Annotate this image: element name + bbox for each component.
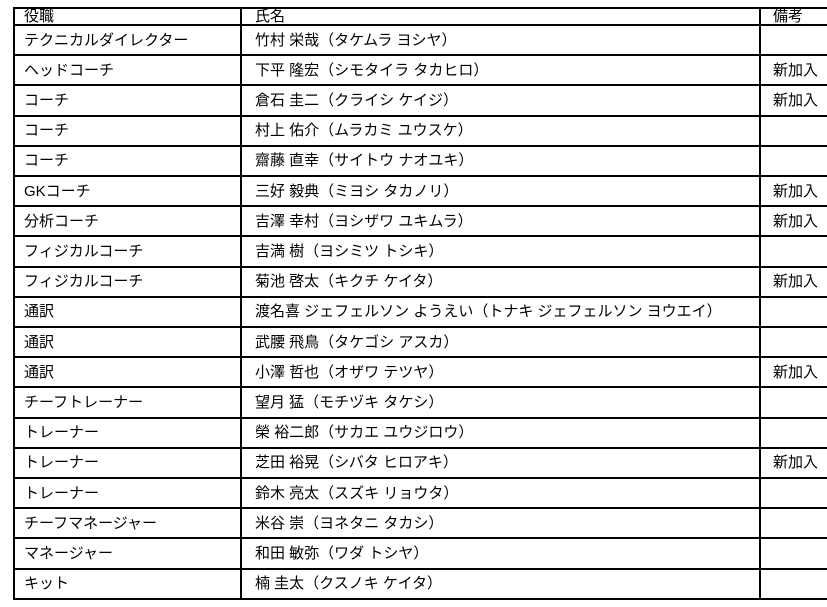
role-cell: マネージャー <box>13 537 242 570</box>
name-cell: 望月 猛（モチヅキ タケシ） <box>240 386 761 419</box>
note-cell <box>759 416 827 449</box>
note-cell <box>759 23 827 57</box>
name-cell: 菊池 啓太（キクチ ケイタ） <box>240 265 761 298</box>
note-cell <box>759 386 827 419</box>
note-cell: 新加入 <box>759 356 827 389</box>
table-row: テクニカルダイレクター 竹村 栄哉（タケムラ ヨシヤ） <box>13 23 827 57</box>
note-cell <box>759 144 827 178</box>
note-cell <box>759 235 827 268</box>
header-row: 役職 氏名 備考 <box>13 7 827 26</box>
name-cell: 楠 圭太（クスノキ ケイタ） <box>240 567 761 601</box>
role-cell: チーフトレーナー <box>13 386 242 419</box>
name-cell: 鈴木 亮太（スズキ リョウタ） <box>240 477 761 510</box>
note-cell: 新加入 <box>759 205 827 238</box>
table-row: ヘッドコーチ 下平 隆宏（シモタイラ タカヒロ） 新加入 <box>13 54 827 87</box>
table-row: コーチ 齋藤 直幸（サイトウ ナオユキ） <box>13 144 827 178</box>
note-cell <box>759 507 827 540</box>
note-cell: 新加入 <box>759 175 827 208</box>
table-row: フィジカルコーチ 菊池 啓太（キクチ ケイタ） 新加入 <box>13 265 827 298</box>
table-row: トレーナー 榮 裕二郎（サカエ ユウジロウ） <box>13 416 827 449</box>
table-row: マネージャー 和田 敏弥（ワダ トシヤ） <box>13 537 827 570</box>
role-cell: 通訳 <box>13 295 242 329</box>
staff-table: 役職 氏名 備考 テクニカルダイレクター 竹村 栄哉（タケムラ ヨシヤ） ヘッド… <box>13 7 827 601</box>
role-cell: トレーナー <box>13 477 242 510</box>
role-cell: 通訳 <box>13 326 242 359</box>
table-row: GKコーチ 三好 毅典（ミヨシ タカノリ） 新加入 <box>13 175 827 208</box>
name-cell: 榮 裕二郎（サカエ ユウジロウ） <box>240 416 761 449</box>
table-row: チーフトレーナー 望月 猛（モチヅキ タケシ） <box>13 386 827 419</box>
note-cell: 新加入 <box>759 446 827 480</box>
role-cell: チーフマネージャー <box>13 507 242 540</box>
table-row: キット 楠 圭太（クスノキ ケイタ） <box>13 567 827 601</box>
staff-table-body: テクニカルダイレクター 竹村 栄哉（タケムラ ヨシヤ） ヘッドコーチ 下平 隆宏… <box>13 23 827 601</box>
role-cell: キット <box>13 567 242 601</box>
note-cell <box>759 295 827 329</box>
role-cell: フィジカルコーチ <box>13 235 242 268</box>
name-cell: 米谷 崇（ヨネタニ タカシ） <box>240 507 761 540</box>
column-header-name: 氏名 <box>240 7 761 26</box>
role-cell: コーチ <box>13 144 242 178</box>
role-cell: テクニカルダイレクター <box>13 23 242 57</box>
name-cell: 小澤 哲也（オザワ テツヤ） <box>240 356 761 389</box>
note-cell: 新加入 <box>759 84 827 117</box>
name-cell: 下平 隆宏（シモタイラ タカヒロ） <box>240 54 761 87</box>
name-cell: 倉石 圭二（クライシ ケイジ） <box>240 84 761 117</box>
role-cell: トレーナー <box>13 416 242 449</box>
name-cell: 三好 毅典（ミヨシ タカノリ） <box>240 175 761 208</box>
note-cell <box>759 114 827 147</box>
note-cell <box>759 537 827 570</box>
role-cell: 通訳 <box>13 356 242 389</box>
table-row: 通訳 渡名喜 ジェフェルソン ようえい（トナキ ジェフェルソン ヨウエイ） <box>13 295 827 329</box>
role-cell: ヘッドコーチ <box>13 54 242 87</box>
note-cell: 新加入 <box>759 265 827 298</box>
name-cell: 武腰 飛鳥（タケゴシ アスカ） <box>240 326 761 359</box>
table-row: トレーナー 鈴木 亮太（スズキ リョウタ） <box>13 477 827 510</box>
table-row: トレーナー 芝田 裕晃（シバタ ヒロアキ） 新加入 <box>13 446 827 480</box>
table-row: フィジカルコーチ 吉満 樹（ヨシミツ トシキ） <box>13 235 827 268</box>
table-row: コーチ 倉石 圭二（クライシ ケイジ） 新加入 <box>13 84 827 117</box>
role-cell: GKコーチ <box>13 175 242 208</box>
note-cell <box>759 477 827 510</box>
name-cell: 吉満 樹（ヨシミツ トシキ） <box>240 235 761 268</box>
role-cell: トレーナー <box>13 446 242 480</box>
name-cell: 吉澤 幸村（ヨシザワ ユキムラ） <box>240 205 761 238</box>
name-cell: 竹村 栄哉（タケムラ ヨシヤ） <box>240 23 761 57</box>
role-cell: フィジカルコーチ <box>13 265 242 298</box>
name-cell: 和田 敏弥（ワダ トシヤ） <box>240 537 761 570</box>
name-cell: 芝田 裕晃（シバタ ヒロアキ） <box>240 446 761 480</box>
role-cell: 分析コーチ <box>13 205 242 238</box>
note-cell <box>759 326 827 359</box>
table-row: 通訳 武腰 飛鳥（タケゴシ アスカ） <box>13 326 827 359</box>
column-header-role: 役職 <box>13 7 242 26</box>
table-row: 分析コーチ 吉澤 幸村（ヨシザワ ユキムラ） 新加入 <box>13 205 827 238</box>
table-row: コーチ 村上 佑介（ムラカミ ユウスケ） <box>13 114 827 147</box>
role-cell: コーチ <box>13 84 242 117</box>
table-row: チーフマネージャー 米谷 崇（ヨネタニ タカシ） <box>13 507 827 540</box>
note-cell: 新加入 <box>759 54 827 87</box>
role-cell: コーチ <box>13 114 242 147</box>
name-cell: 齋藤 直幸（サイトウ ナオユキ） <box>240 144 761 178</box>
name-cell: 村上 佑介（ムラカミ ユウスケ） <box>240 114 761 147</box>
column-header-note: 備考 <box>759 7 827 26</box>
table-row: 通訳 小澤 哲也（オザワ テツヤ） 新加入 <box>13 356 827 389</box>
note-cell <box>759 567 827 601</box>
name-cell: 渡名喜 ジェフェルソン ようえい（トナキ ジェフェルソン ヨウエイ） <box>240 295 761 329</box>
